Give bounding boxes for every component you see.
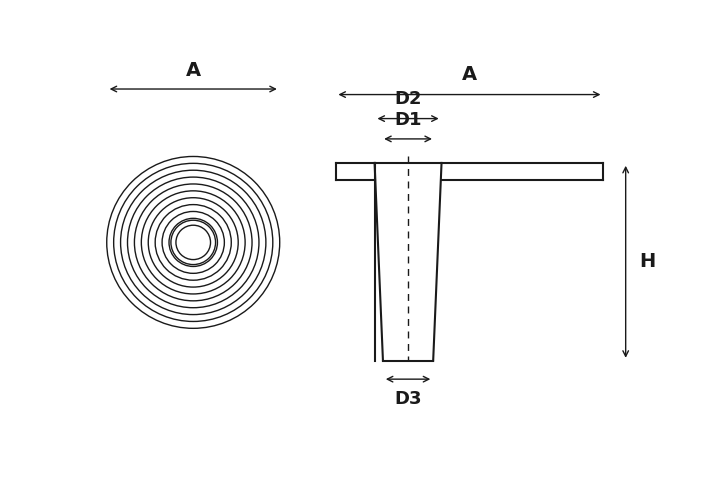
Text: A: A <box>462 65 477 84</box>
Text: A: A <box>186 61 201 80</box>
Text: D2: D2 <box>395 90 422 108</box>
Text: D1: D1 <box>395 110 422 129</box>
Text: D3: D3 <box>395 389 422 408</box>
Text: H: H <box>639 252 656 271</box>
